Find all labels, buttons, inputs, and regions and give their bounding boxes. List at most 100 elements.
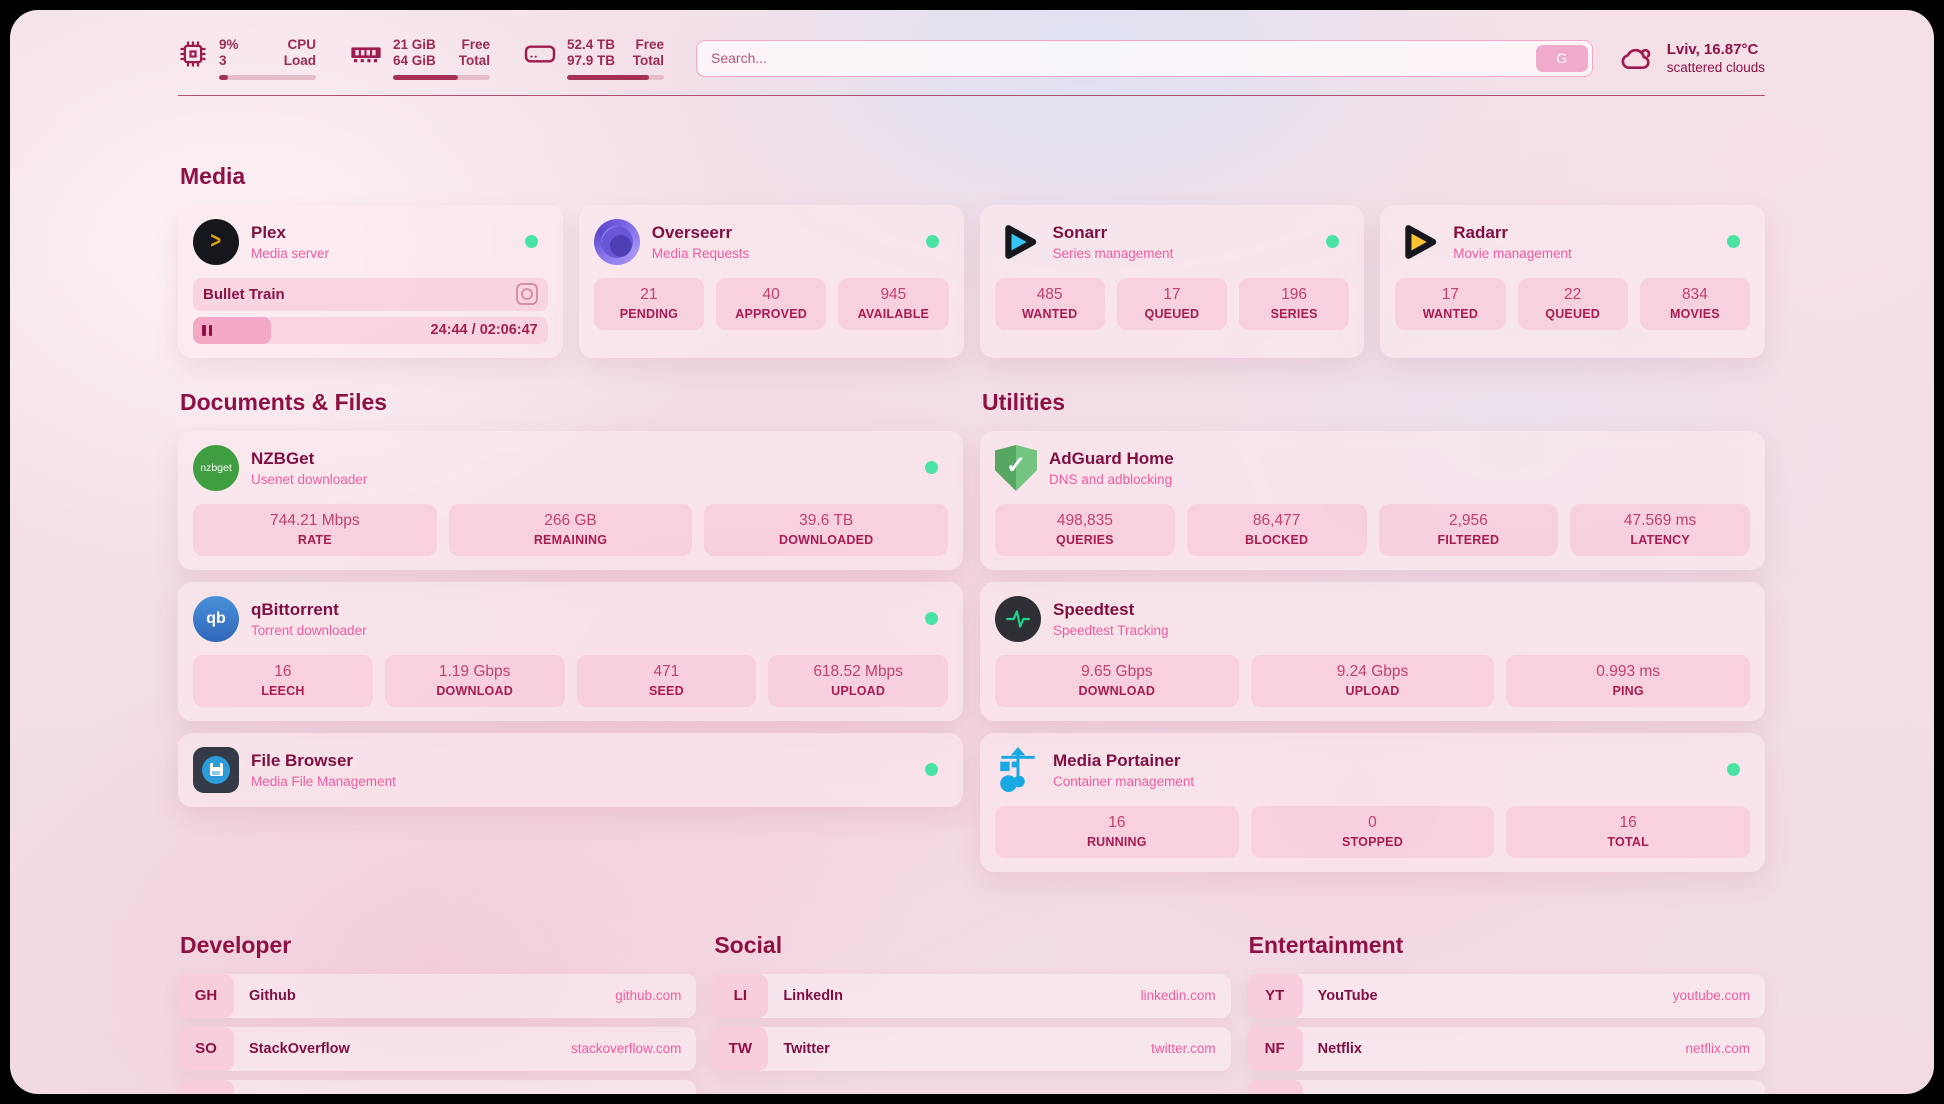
app-subtitle: Movie management bbox=[1453, 245, 1572, 261]
bookmark-youtube[interactable]: YT YouTube youtube.com bbox=[1246, 973, 1765, 1018]
dashboard-page: 9% 3 CPU Load bbox=[10, 10, 1934, 1094]
bookmark-name: Netflix bbox=[1317, 1040, 1362, 1057]
sonarr-icon bbox=[995, 219, 1041, 265]
status-dot bbox=[925, 612, 938, 626]
adguard-card[interactable]: ✓ AdGuard Home DNS and adblocking 498,83… bbox=[980, 430, 1765, 570]
stat-box: 618.52 Mbps UPLOAD bbox=[768, 654, 948, 707]
qbittorrent-card[interactable]: qb qBittorrent Torrent downloader 16 LEE… bbox=[178, 581, 963, 721]
bookmark-stackoverflow[interactable]: SO StackOverflow stackoverflow.com bbox=[178, 1026, 697, 1071]
memory-total-label: Total bbox=[458, 53, 490, 69]
bookmark-abbr: SO bbox=[178, 1026, 234, 1071]
sonarr-card[interactable]: Sonarr Series management 485 WANTED 17 Q… bbox=[979, 204, 1365, 358]
bookmark-name: YouTube bbox=[1317, 987, 1378, 1004]
bookmark-name: Github bbox=[249, 987, 296, 1004]
stat-box: 0 STOPPED bbox=[1250, 805, 1495, 858]
cloud-icon bbox=[1621, 49, 1650, 70]
bookmark-abbr: RE bbox=[1246, 1079, 1303, 1094]
stat-box: 744.21 Mbps RATE bbox=[193, 503, 437, 556]
app-name: NZBGet bbox=[251, 448, 315, 468]
app-subtitle: DNS and adblocking bbox=[1049, 471, 1173, 487]
section-title-documents: Documents & Files bbox=[180, 388, 388, 415]
qbittorrent-icon: qb bbox=[193, 595, 239, 642]
filebrowser-card[interactable]: File Browser Media File Management bbox=[178, 732, 963, 807]
app-name: qBittorrent bbox=[251, 599, 339, 619]
app-subtitle: Series management bbox=[1052, 245, 1174, 261]
memory-free: 21 GiB bbox=[393, 37, 436, 52]
disk-widget: 52.4 TB 97.9 TB Free Total bbox=[524, 37, 664, 80]
section-entertainment: Entertainment YT YouTube youtube.com NF … bbox=[1246, 931, 1765, 1094]
status-dot bbox=[925, 235, 939, 249]
memory-icon bbox=[351, 47, 381, 63]
section-title-entertainment: Entertainment bbox=[1248, 931, 1404, 958]
bookmark-linkedin[interactable]: LI LinkedIn linkedin.com bbox=[712, 973, 1231, 1018]
weather-location-temp: Lviv, 16.87°C bbox=[1666, 40, 1759, 58]
playback-progress-fill bbox=[193, 316, 272, 344]
stat-box: 16 TOTAL bbox=[1506, 805, 1750, 858]
bookmark-name: LinkedIn bbox=[783, 987, 843, 1004]
stat-box: 16 RUNNING bbox=[995, 805, 1239, 858]
bookmark-netflix[interactable]: NF Netflix netflix.com bbox=[1246, 1026, 1765, 1071]
stat-box: 196 SERIES bbox=[1239, 277, 1350, 330]
disk-free-label: Free bbox=[635, 37, 664, 52]
app-name: File Browser bbox=[251, 750, 354, 770]
app-subtitle: Media server bbox=[251, 245, 330, 261]
stat-box: 47.569 ms LATENCY bbox=[1570, 503, 1750, 556]
status-dot bbox=[1727, 763, 1740, 777]
bookmark-domain: linkedin.com bbox=[1140, 988, 1216, 1004]
adguard-icon: ✓ bbox=[995, 444, 1037, 491]
stat-box: 1.19 Gbps DOWNLOAD bbox=[384, 654, 565, 707]
weather-widget[interactable]: Lviv, 16.87°C scattered clouds bbox=[1619, 40, 1765, 77]
filebrowser-icon bbox=[193, 746, 239, 793]
now-playing-row: Bullet Train bbox=[193, 277, 548, 311]
memory-free-label: Free bbox=[461, 37, 490, 52]
bookmark-abbr: GH bbox=[178, 973, 234, 1018]
bookmark-domain: github.com bbox=[615, 988, 682, 1004]
search-box[interactable]: G bbox=[696, 39, 1593, 77]
header-divider bbox=[178, 94, 1765, 96]
bookmark-dev[interactable]: DT DEV dev.to bbox=[178, 1079, 697, 1094]
stat-box: 266 GB REMAINING bbox=[448, 503, 693, 556]
weather-condition: scattered clouds bbox=[1666, 60, 1765, 76]
search-engine-button[interactable]: G bbox=[1535, 44, 1588, 72]
section-title-developer: Developer bbox=[180, 931, 292, 958]
bookmark-reddit[interactable]: RE Reddit reddit.com bbox=[1246, 1079, 1765, 1094]
stat-box: 22 QUEUED bbox=[1517, 277, 1628, 330]
app-subtitle: Usenet downloader bbox=[251, 471, 368, 487]
app-subtitle: Media File Management bbox=[251, 773, 396, 789]
bookmark-twitter[interactable]: TW Twitter twitter.com bbox=[712, 1026, 1231, 1071]
search-input[interactable] bbox=[701, 50, 1536, 67]
memory-progress-bar bbox=[393, 74, 490, 80]
bookmark-github[interactable]: GH Github github.com bbox=[178, 973, 697, 1018]
bookmark-domain: netflix.com bbox=[1685, 1041, 1750, 1057]
playback-progress-bar[interactable]: 24:44 / 02:06:47 bbox=[193, 316, 548, 344]
portainer-card[interactable]: Media Portainer Container management 16 … bbox=[980, 732, 1765, 872]
stat-box: 17 QUEUED bbox=[1116, 277, 1227, 330]
section-documents: Documents & Files nzbget NZBGet Usenet d… bbox=[178, 389, 963, 807]
app-subtitle: Torrent downloader bbox=[251, 622, 367, 638]
radarr-card[interactable]: Radarr Movie management 17 WANTED 22 QUE… bbox=[1380, 204, 1765, 358]
app-name: Sonarr bbox=[1052, 222, 1108, 242]
cpu-widget: 9% 3 CPU Load bbox=[178, 37, 316, 80]
bookmark-domain: youtube.com bbox=[1672, 988, 1750, 1004]
radarr-icon bbox=[1395, 219, 1441, 265]
app-name: Plex bbox=[251, 222, 286, 242]
nzbget-icon: nzbget bbox=[193, 444, 239, 491]
stat-box: 0.993 ms PING bbox=[1506, 654, 1750, 707]
cpu-progress-bar bbox=[219, 74, 316, 80]
stat-box: 86,477 BLOCKED bbox=[1186, 503, 1367, 556]
nzbget-card[interactable]: nzbget NZBGet Usenet downloader 744.21 M… bbox=[178, 430, 963, 570]
cpu-load-label: Load bbox=[283, 53, 316, 69]
section-utilities: Utilities ✓ AdGuard Home DNS and adblock… bbox=[980, 389, 1765, 872]
disk-total-label: Total bbox=[632, 53, 664, 69]
memory-widget: 21 GiB 64 GiB Free Total bbox=[350, 37, 490, 80]
section-title-social: Social bbox=[714, 931, 783, 958]
app-name: AdGuard Home bbox=[1049, 448, 1174, 468]
cpu-load: 3 bbox=[219, 53, 227, 69]
overseerr-card[interactable]: Overseerr Media Requests 21 PENDING 40 A… bbox=[578, 204, 964, 358]
stat-box: 485 WANTED bbox=[994, 277, 1105, 330]
plex-card[interactable]: > Plex Media server Bullet Train 24:44 /… bbox=[178, 204, 563, 358]
speedtest-card[interactable]: Speedtest Speedtest Tracking 9.65 Gbps D… bbox=[980, 581, 1765, 721]
stat-box: 498,835 QUERIES bbox=[995, 503, 1175, 556]
app-subtitle: Media Requests bbox=[651, 245, 750, 261]
app-name: Overseerr bbox=[651, 222, 733, 242]
